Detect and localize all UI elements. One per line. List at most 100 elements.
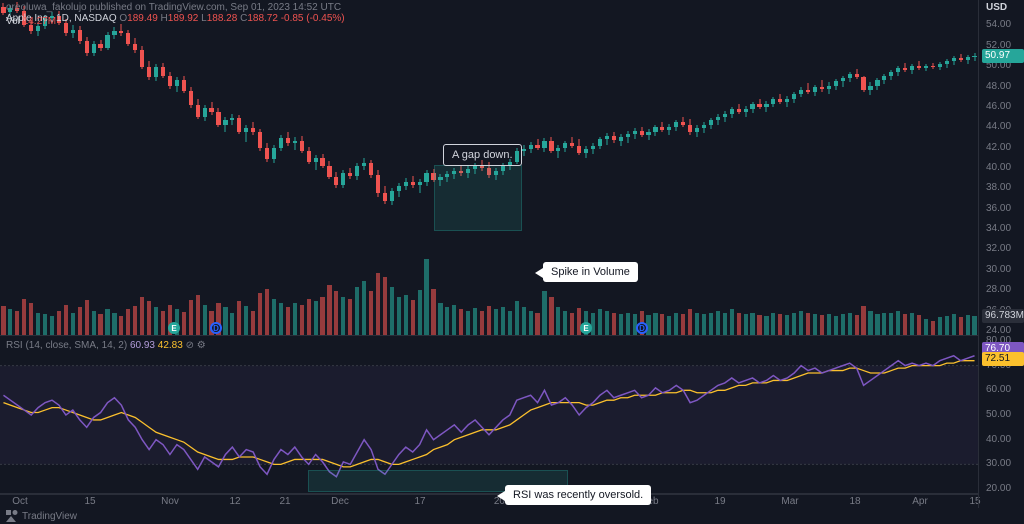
- volume-bar: [182, 312, 186, 335]
- chart-header: oreoluwa_fakolujo published on TradingVi…: [6, 2, 345, 24]
- price-tick: 42.00: [982, 142, 1024, 154]
- volume-bar: [501, 307, 505, 335]
- volume-bar: [161, 311, 165, 335]
- volume-bar: [952, 314, 956, 335]
- volume-badge: 96.783M: [982, 309, 1024, 323]
- volume-bar: [140, 297, 144, 335]
- volume-bar: [286, 307, 290, 335]
- volume-bar: [15, 311, 19, 335]
- volume-bar: [778, 314, 782, 335]
- volume-bar: [133, 306, 137, 335]
- volume-bar: [868, 311, 872, 335]
- volume-bar: [841, 314, 845, 335]
- volume-bar: [43, 314, 47, 335]
- volume-bar: [78, 307, 82, 335]
- time-tick: Oct: [12, 495, 28, 509]
- volume-bar: [244, 306, 248, 335]
- volume-bar: [723, 313, 727, 335]
- price-tick: 28.00: [982, 284, 1024, 296]
- volume-bar: [820, 315, 824, 335]
- annotation-gap-down: A gap down.: [443, 144, 522, 166]
- time-tick: 15: [84, 495, 95, 509]
- volume-bar: [452, 305, 456, 335]
- volume-bar: [307, 299, 311, 335]
- volume-bar: [861, 306, 865, 335]
- volume-bar: [917, 315, 921, 335]
- rsi-tick: 30.00: [982, 458, 1024, 470]
- volume-bar: [390, 287, 394, 335]
- volume-bar: [542, 291, 546, 335]
- volume-bar: [945, 316, 949, 335]
- volume-bar: [903, 314, 907, 335]
- volume-bar: [404, 295, 408, 335]
- volume-bar: [598, 309, 602, 335]
- time-tick: Mar: [781, 495, 798, 509]
- volume-bar: [64, 305, 68, 335]
- volume-bar: [98, 314, 102, 335]
- rsi-tick: 50.00: [982, 409, 1024, 421]
- volume-bar: [362, 281, 366, 335]
- dividend-icon[interactable]: D: [210, 322, 222, 334]
- volume-bar: [508, 311, 512, 335]
- rsi-tick: 40.00: [982, 434, 1024, 446]
- volume-bar: [320, 297, 324, 335]
- volume-bar: [36, 313, 40, 335]
- volume-bar: [827, 314, 831, 335]
- earnings-icon[interactable]: E: [580, 322, 592, 334]
- currency-label: USD: [982, 2, 1024, 14]
- volume-bar: [667, 316, 671, 335]
- footer-logo: TradingView: [6, 510, 77, 522]
- rsi-sma-value: 42.83: [158, 340, 183, 351]
- volume-bar: [1, 306, 5, 335]
- volume-bar: [688, 309, 692, 335]
- price-tick: 30.00: [982, 264, 1024, 276]
- rsi-tick: 20.00: [982, 483, 1024, 495]
- publish-info: oreoluwa_fakolujo published on TradingVi…: [6, 2, 341, 13]
- rsi-sma-badge: 72.51: [982, 352, 1024, 366]
- price-tick: 48.00: [982, 81, 1024, 93]
- volume-bar: [938, 317, 942, 335]
- volume-bar: [473, 308, 477, 335]
- volume-bar: [85, 300, 89, 335]
- volume-bar: [459, 309, 463, 335]
- volume-bar: [626, 313, 630, 335]
- earnings-icon[interactable]: E: [168, 322, 180, 334]
- volume-bar: [702, 314, 706, 335]
- volume-bar: [535, 313, 539, 335]
- time-tick: 19: [714, 495, 725, 509]
- volume-bar: [605, 311, 609, 335]
- volume-bar: [612, 313, 616, 335]
- volume-bar: [189, 300, 193, 335]
- ohlc-low: 188.28: [207, 13, 238, 24]
- volume-bar: [549, 297, 553, 335]
- volume-bar: [445, 307, 449, 335]
- volume-bar: [695, 313, 699, 335]
- volume-bar: [931, 321, 935, 335]
- volume-bar: [397, 297, 401, 335]
- price-panel[interactable]: EDEDA gap down.Spike in Volume: [0, 0, 978, 336]
- time-tick: 18: [849, 495, 860, 509]
- volume-bar: [92, 311, 96, 335]
- volume-bar: [570, 313, 574, 335]
- volume-bar: [737, 313, 741, 335]
- volume-bar: [896, 311, 900, 335]
- last-price-badge: 50.97: [982, 49, 1024, 63]
- volume-bar: [237, 301, 241, 335]
- volume-bar: [730, 309, 734, 335]
- volume-bar: [196, 295, 200, 335]
- volume-bar: [223, 307, 227, 335]
- volume-bar: [334, 291, 338, 335]
- ohlc-close: 188.72: [247, 13, 278, 24]
- volume-bar: [112, 313, 116, 335]
- volume-value: 14.27M: [23, 16, 56, 27]
- volume-bar: [966, 315, 970, 335]
- volume-bar: [591, 313, 595, 335]
- volume-bar: [272, 299, 276, 335]
- volume-bar: [369, 291, 373, 335]
- rsi-panel[interactable]: RSI was recently oversold.: [0, 336, 978, 494]
- chart-area[interactable]: oreoluwa_fakolujo published on TradingVi…: [0, 0, 978, 508]
- dividend-icon[interactable]: D: [636, 322, 648, 334]
- volume-bar: [563, 311, 567, 335]
- volume-bar: [889, 313, 893, 335]
- volume-bar: [327, 285, 331, 335]
